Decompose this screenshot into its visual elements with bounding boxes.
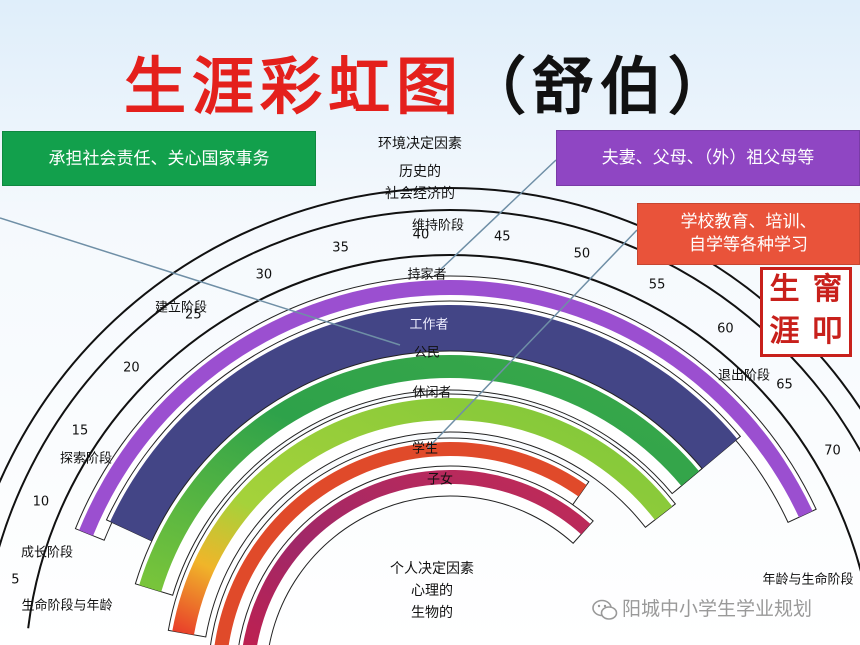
wechat-icon [592, 599, 618, 620]
callout-student-line2: 自学等各种学习 [689, 235, 808, 255]
citizen-band [139, 354, 699, 592]
stamp-char: 涯 [769, 314, 800, 349]
personal-determinant-label: 个人决定因素 [390, 561, 474, 577]
personal-biological-label: 生物的 [411, 605, 453, 621]
stage-age-life-label: 年龄与生命阶段 [762, 572, 854, 588]
age-tick-label: 55 [648, 277, 666, 293]
age-tick-label: 25 [185, 307, 202, 323]
child-band [243, 470, 591, 645]
age-tick-label: 35 [332, 240, 349, 256]
callout-citizen-role: 承担社会责任、关心国家事务 [2, 131, 316, 186]
stage-growth-label: 成长阶段 [20, 545, 74, 561]
seal-stamp: 生 甯 涯 叩 [760, 267, 852, 357]
age-tick-label: 5 [11, 572, 20, 588]
stamp-char: 甯 [812, 272, 843, 307]
watermark: 阳城中小学生学业规划 [592, 594, 812, 621]
age-tick-label: 40 [412, 227, 430, 243]
env-historical-label: 历史的 [399, 164, 441, 180]
role-student-label: 学生 [411, 441, 439, 457]
age-tick-label: 30 [255, 267, 273, 283]
callout-student-line1: 学校教育、培训、 [680, 212, 817, 232]
student-band [214, 442, 587, 645]
age-tick-label: 70 [824, 443, 841, 459]
age-tick-label: 60 [717, 321, 734, 337]
watermark-text: 阳城中小学生学业规划 [622, 598, 813, 620]
env-socioeconomic-label: 社会经济的 [385, 186, 455, 202]
age-tick-label: 10 [32, 494, 50, 510]
callout-homemaker-text: 夫妻、父母、（外）祖父母等 [601, 148, 815, 168]
age-tick-label: 45 [494, 229, 511, 245]
callout-student-role: 学校教育、培训、 自学等各种学习 [637, 203, 860, 265]
pointer-line-1 [439, 159, 557, 271]
role-citizen-label: 公民 [413, 345, 441, 361]
callout-homemaker-role: 夫妻、父母、（外）祖父母等 [556, 130, 860, 186]
stage-establishment-label: 建立阶段 [154, 300, 208, 316]
age-tick-label: 50 [573, 246, 591, 262]
role-child-label: 子女 [426, 472, 454, 488]
callout-citizen-text: 承担社会责任、关心国家事务 [48, 148, 270, 169]
title-main: 生涯彩虹图 [123, 50, 464, 123]
scale-arc-2 [0, 186, 860, 484]
leisure-band [172, 397, 673, 635]
stage-exploration-label: 探索阶段 [59, 451, 113, 467]
stage-decline-label: 退出阶段 [717, 368, 771, 384]
pointer-line-0 [0, 217, 401, 346]
scale-arc-0 [27, 254, 860, 629]
worker-band [110, 305, 738, 552]
role-worker-label: 工作者 [409, 317, 449, 333]
age-tick-label: 20 [123, 360, 140, 376]
pointer-line-2 [427, 229, 638, 449]
stage-maintenance-label: 维持阶段 [411, 218, 465, 234]
role-homemaker-label: 持家者 [407, 267, 447, 283]
page-title: 生涯彩虹图（舒伯） [0, 36, 860, 126]
env-determinant-label: 环境决定因素 [378, 136, 462, 152]
stamp-char: 叩 [812, 314, 843, 349]
stage-life-age-label: 生命阶段与年龄 [21, 598, 113, 614]
title-sub: （舒伯） [464, 50, 737, 123]
scale-arc-1 [0, 208, 860, 549]
personal-psychological-label: 心理的 [411, 583, 453, 599]
role-leisurite-label: 休闲者 [412, 385, 452, 401]
age-tick-label: 65 [776, 377, 793, 393]
age-tick-label: 15 [71, 423, 89, 439]
stamp-char: 生 [769, 272, 800, 307]
